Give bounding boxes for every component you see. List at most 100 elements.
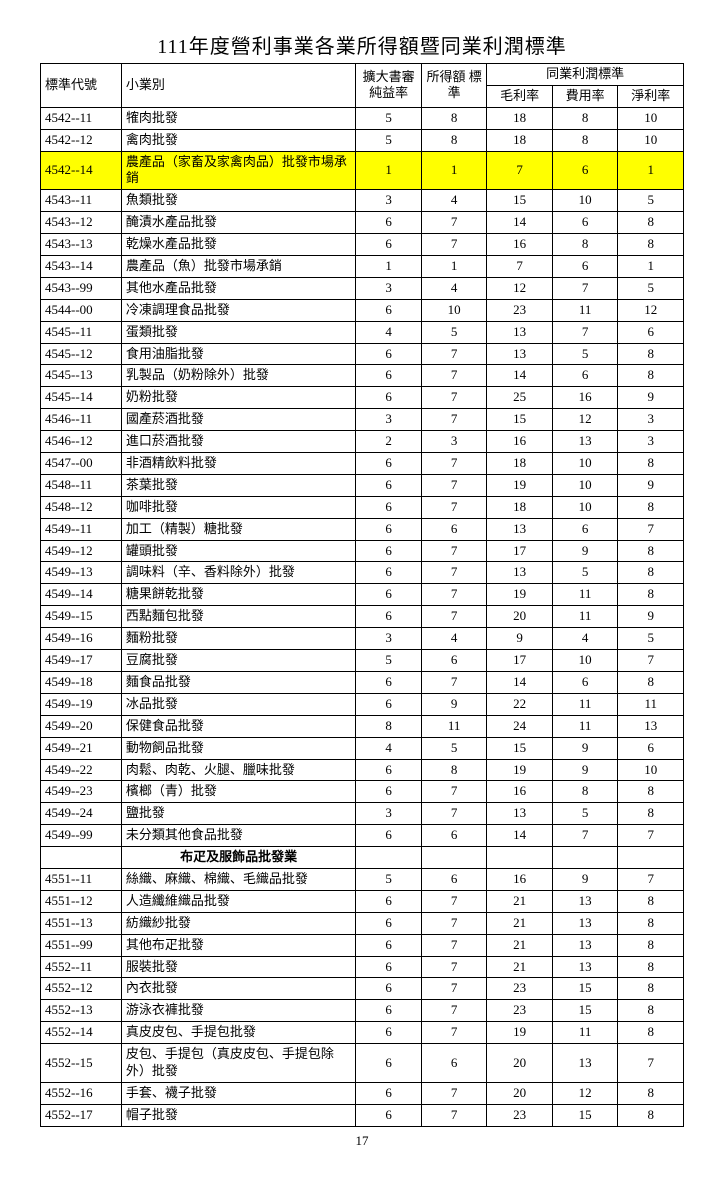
table-row: 4549--16麵粉批發34945: [41, 628, 684, 650]
name-cell: 醃漬水產品批發: [121, 212, 355, 234]
header-net: 淨利率: [618, 85, 684, 107]
audit-cell: 5: [356, 868, 422, 890]
code-cell: 4542--11: [41, 107, 122, 129]
code-cell: 4549--16: [41, 628, 122, 650]
audit-cell: 6: [356, 1044, 422, 1083]
income-cell: 7: [421, 781, 487, 803]
audit-cell: 6: [356, 606, 422, 628]
expense-cell: 11: [552, 584, 618, 606]
gross-cell: 13: [487, 518, 553, 540]
expense-cell: 5: [552, 343, 618, 365]
name-cell: 其他水產品批發: [121, 277, 355, 299]
table-row: 4543--12醃漬水產品批發671468: [41, 212, 684, 234]
table-row: 4549--12罐頭批發671798: [41, 540, 684, 562]
income-cell: 7: [421, 671, 487, 693]
income-cell: 6: [421, 1044, 487, 1083]
name-cell: 豆腐批發: [121, 650, 355, 672]
net-cell: 12: [618, 299, 684, 321]
section-code-cell: [41, 847, 122, 869]
table-row: 4551--99其他布疋批發6721138: [41, 934, 684, 956]
code-cell: 4546--11: [41, 409, 122, 431]
net-cell: 8: [618, 978, 684, 1000]
expense-cell: 13: [552, 890, 618, 912]
empty-cell: [552, 847, 618, 869]
name-cell: 魚類批發: [121, 190, 355, 212]
net-cell: 8: [618, 934, 684, 956]
name-cell: 紡織紗批發: [121, 912, 355, 934]
expense-cell: 13: [552, 912, 618, 934]
gross-cell: 24: [487, 715, 553, 737]
audit-cell: 6: [356, 365, 422, 387]
table-row: 4543--11魚類批發3415105: [41, 190, 684, 212]
expense-cell: 8: [552, 107, 618, 129]
gross-cell: 9: [487, 628, 553, 650]
expense-cell: 5: [552, 562, 618, 584]
income-cell: 6: [421, 825, 487, 847]
code-cell: 4552--15: [41, 1044, 122, 1083]
code-cell: 4543--13: [41, 234, 122, 256]
expense-cell: 9: [552, 737, 618, 759]
net-cell: 8: [618, 1000, 684, 1022]
audit-cell: 5: [356, 129, 422, 151]
name-cell: 進口菸酒批發: [121, 431, 355, 453]
code-cell: 4545--11: [41, 321, 122, 343]
audit-cell: 6: [356, 212, 422, 234]
income-cell: 7: [421, 1000, 487, 1022]
table-row: 4543--99其他水產品批發341275: [41, 277, 684, 299]
income-cell: 6: [421, 650, 487, 672]
income-cell: 4: [421, 190, 487, 212]
name-cell: 禽肉批發: [121, 129, 355, 151]
audit-cell: 3: [356, 409, 422, 431]
gross-cell: 21: [487, 934, 553, 956]
income-cell: 7: [421, 978, 487, 1000]
gross-cell: 23: [487, 1104, 553, 1126]
expense-cell: 12: [552, 1082, 618, 1104]
audit-cell: 3: [356, 277, 422, 299]
net-cell: 5: [618, 628, 684, 650]
code-cell: 4549--99: [41, 825, 122, 847]
table-row: 4549--22肉鬆、肉乾、火腿、臘味批發6819910: [41, 759, 684, 781]
income-cell: 7: [421, 1104, 487, 1126]
code-cell: 4543--14: [41, 256, 122, 278]
name-cell: 服裝批發: [121, 956, 355, 978]
name-cell: 皮包、手提包（真皮皮包、手提包除外）批發: [121, 1044, 355, 1083]
expense-cell: 13: [552, 934, 618, 956]
name-cell: 其他布疋批發: [121, 934, 355, 956]
net-cell: 8: [618, 584, 684, 606]
net-cell: 8: [618, 1104, 684, 1126]
expense-cell: 15: [552, 1000, 618, 1022]
income-cell: 7: [421, 584, 487, 606]
page-title: 111年度營利事業各業所得額暨同業利潤標準: [40, 30, 684, 59]
code-cell: 4549--20: [41, 715, 122, 737]
gross-cell: 23: [487, 1000, 553, 1022]
expense-cell: 6: [552, 518, 618, 540]
code-cell: 4549--22: [41, 759, 122, 781]
code-cell: 4551--13: [41, 912, 122, 934]
code-cell: 4548--11: [41, 474, 122, 496]
net-cell: 1: [618, 151, 684, 190]
header-income: 所得額 標準: [421, 64, 487, 108]
income-cell: 3: [421, 431, 487, 453]
audit-cell: 6: [356, 956, 422, 978]
gross-cell: 12: [487, 277, 553, 299]
audit-cell: 1: [356, 256, 422, 278]
net-cell: 8: [618, 1082, 684, 1104]
name-cell: 奶粉批發: [121, 387, 355, 409]
name-cell: 冷凍調理食品批發: [121, 299, 355, 321]
expense-cell: 4: [552, 628, 618, 650]
audit-cell: 6: [356, 671, 422, 693]
income-cell: 7: [421, 540, 487, 562]
table-row: 4552--14真皮皮包、手提包批發6719118: [41, 1022, 684, 1044]
net-cell: 7: [618, 868, 684, 890]
gross-cell: 17: [487, 650, 553, 672]
audit-cell: 6: [356, 343, 422, 365]
income-cell: 6: [421, 518, 487, 540]
net-cell: 6: [618, 321, 684, 343]
income-cell: 8: [421, 759, 487, 781]
table-row: 4546--11國產菸酒批發3715123: [41, 409, 684, 431]
name-cell: 帽子批發: [121, 1104, 355, 1126]
gross-cell: 14: [487, 671, 553, 693]
gross-cell: 15: [487, 737, 553, 759]
table-row: 4545--13乳製品（奶粉除外）批發671468: [41, 365, 684, 387]
net-cell: 8: [618, 1022, 684, 1044]
